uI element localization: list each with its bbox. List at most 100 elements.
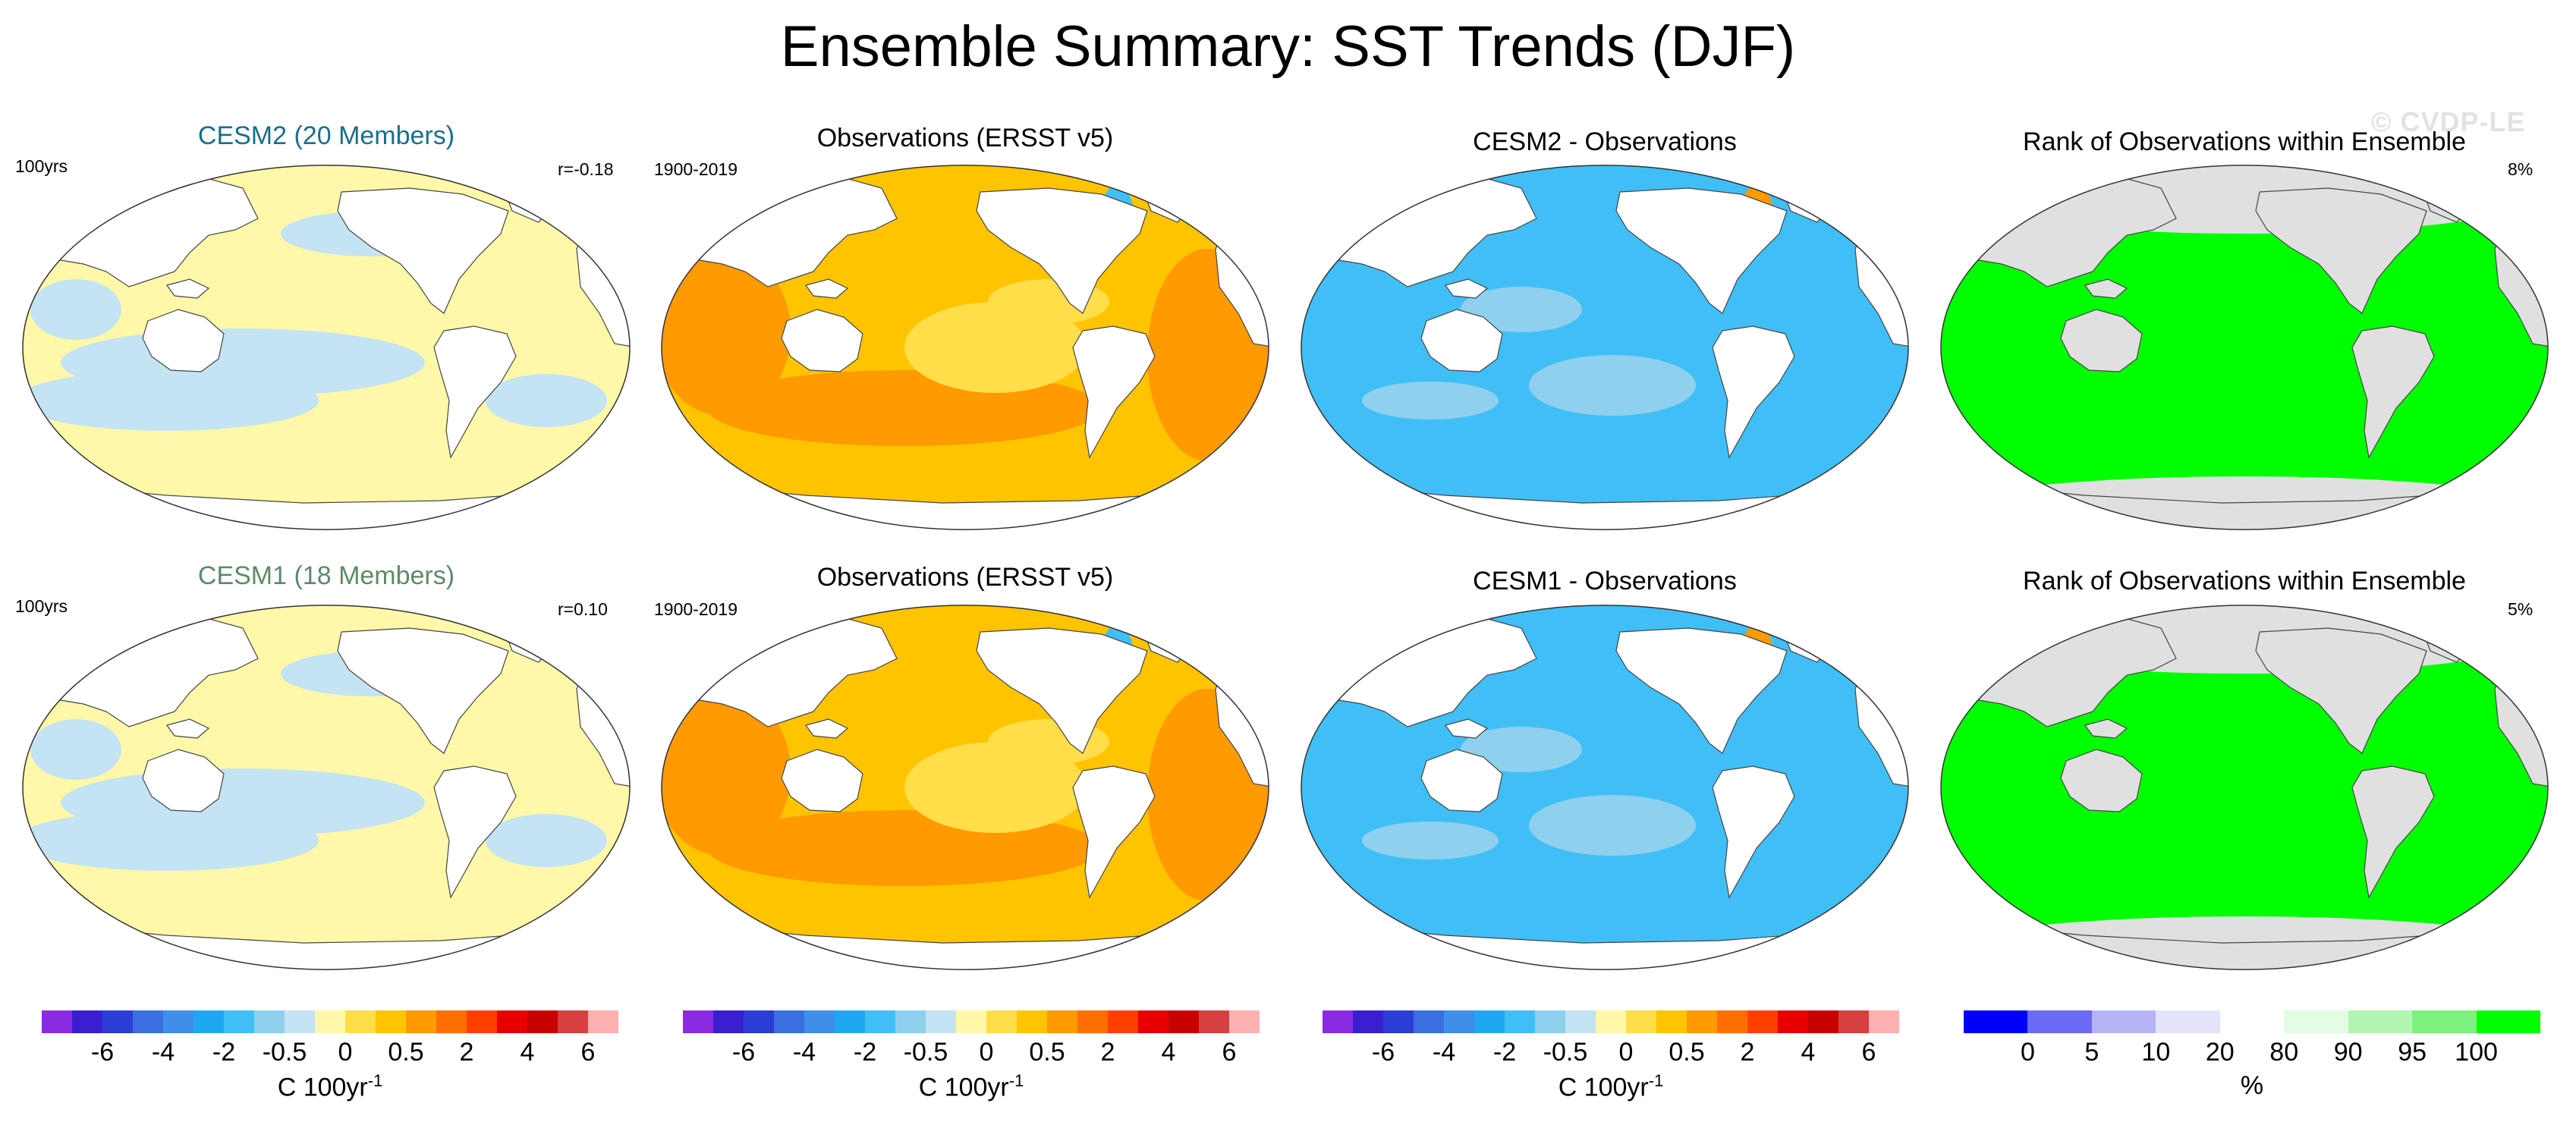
land-maritime: [166, 278, 210, 299]
panel-title-r2c3: CESM1 - Observations: [1473, 567, 1737, 595]
colorbar-tick-label: 0.5: [1029, 1038, 1065, 1067]
map-border: [22, 165, 631, 530]
colorbar-box: [467, 1010, 497, 1033]
colorbar-box: [1505, 1010, 1535, 1033]
colorbar-tick-label: -0.5: [903, 1038, 948, 1067]
colorbar-unit-label: C 100yr-1: [918, 1071, 1024, 1102]
colorbar-tick-label: 80: [2269, 1038, 2299, 1067]
colorbar-tick-label: 4: [1161, 1038, 1176, 1067]
colorbar-tick-label: -6: [1371, 1038, 1395, 1067]
patch-warm-indian: [661, 249, 791, 416]
colorbar-tick-label: 2: [1740, 1038, 1755, 1067]
map-border: [1940, 605, 2549, 970]
panel-title-r1c1: CESM2 (20 Members): [197, 121, 455, 150]
colorbar-tick-label: 6: [1222, 1038, 1237, 1067]
colorbar-box: [1017, 1010, 1047, 1033]
map-svg: [22, 165, 631, 530]
colorbar-box: [1717, 1010, 1747, 1033]
colorbar-tick-label: -6: [90, 1038, 115, 1067]
patch-cool-south: [22, 810, 319, 871]
map-border: [1301, 605, 1909, 970]
colorbar-tick-label: -4: [792, 1038, 816, 1067]
colorbar-box: [1323, 1010, 1353, 1033]
land-south-america: [433, 765, 517, 899]
map-panel-r1c4: [1933, 158, 2556, 537]
land-north-america: [976, 627, 1148, 754]
map-panel-r2c2: [654, 598, 1276, 977]
map-svg: [1301, 605, 1909, 970]
colorbar-box: [683, 1010, 713, 1033]
map-border: [661, 605, 1269, 970]
colorbar-tick-label: 6: [1861, 1038, 1876, 1067]
colorbar-box: [713, 1010, 744, 1033]
colorbar-box: [1474, 1010, 1505, 1033]
land-north-america: [1615, 187, 1788, 314]
colorbar-boxes: [1323, 1010, 1899, 1033]
patch-light-1: [1529, 795, 1696, 856]
panel-left-label-r1c2: 1900-2019: [654, 159, 738, 179]
land-australia: [2060, 749, 2143, 812]
colorbar-box: [1383, 1010, 1414, 1033]
land-north-america: [2255, 627, 2427, 754]
colorbar-box: [1077, 1010, 1108, 1033]
colorbar-trend-2: -6 -4 -2 -0.5 0 0.5 2 4 6 C 100yr-1: [683, 1010, 1260, 1109]
colorbar-tick-label: -4: [151, 1038, 175, 1067]
land-south-america: [1712, 765, 1795, 899]
colorbar-box: [558, 1010, 588, 1033]
colorbar-tick-label: -2: [212, 1038, 236, 1067]
map-panel-r1c1: [15, 158, 637, 537]
land-south-america: [1072, 325, 1156, 459]
panel-title-r1c4: Rank of Observations within Ensemble: [2023, 127, 2466, 156]
colorbar-tick-label: 0: [1618, 1038, 1634, 1067]
colorbar-box: [1199, 1010, 1229, 1033]
map-svg: [661, 165, 1269, 530]
colorbar-box: [1444, 1010, 1474, 1033]
colorbar-tick-label: 0: [338, 1038, 353, 1067]
land-maritime: [1445, 278, 1489, 299]
colorbar-box: [1229, 1010, 1260, 1033]
patch-cool-south: [22, 370, 319, 431]
patch-warm-atlantic: [1147, 249, 1269, 461]
land-south-america: [1072, 765, 1156, 899]
colorbar-tick-label: 20: [2205, 1038, 2235, 1067]
colorbar-box: [1565, 1010, 1596, 1033]
map-svg: [1940, 165, 2549, 530]
land-maritime: [1445, 718, 1489, 739]
colorbar-tick-label: 4: [520, 1038, 535, 1067]
colorbar-box: [436, 1010, 467, 1033]
land-australia: [781, 309, 863, 372]
colorbar-box: [895, 1010, 926, 1033]
colorbar-box: [193, 1010, 224, 1033]
colorbar-box: [133, 1010, 163, 1033]
colorbar-box: [2476, 1010, 2540, 1033]
land-australia: [1420, 749, 1503, 812]
colorbar-tick-label: 95: [2398, 1038, 2427, 1067]
colorbar-tick-label: 0: [979, 1038, 994, 1067]
colorbar-tick-label: 2: [459, 1038, 474, 1067]
patch-cool-west: [30, 279, 121, 340]
colorbar-box: [1626, 1010, 1656, 1033]
panel-left-label-r1c1: 100yrs: [15, 156, 68, 176]
colorbar-unit-label: %: [2240, 1071, 2264, 1100]
colorbar-box: [835, 1010, 865, 1033]
land-australia: [781, 749, 863, 812]
colorbar-tick-label: 0.5: [1669, 1038, 1705, 1067]
colorbar-box: [2348, 1010, 2413, 1033]
colorbar-box: [345, 1010, 376, 1033]
map-panel-r2c4: [1933, 598, 2556, 977]
colorbar-box: [2284, 1010, 2348, 1033]
colorbar-box: [1108, 1010, 1138, 1033]
land-north-america: [1615, 627, 1788, 754]
colorbar-box: [865, 1010, 895, 1033]
colorbar-tick-label: 2: [1100, 1038, 1115, 1067]
colorbar-tick-label: 100: [2455, 1038, 2498, 1067]
colorbar-box: [1596, 1010, 1626, 1033]
colorbar-box: [376, 1010, 406, 1033]
patch-warm-atlantic: [1147, 689, 1269, 901]
ocean-field: [1301, 605, 1909, 970]
colorbar-box: [1964, 1010, 2028, 1033]
colorbar-tick-label: -4: [1432, 1038, 1456, 1067]
panel-title-r2c4: Rank of Observations within Ensemble: [2023, 567, 2466, 595]
colorbar-box: [2091, 1010, 2156, 1033]
land-south-america: [433, 325, 517, 459]
